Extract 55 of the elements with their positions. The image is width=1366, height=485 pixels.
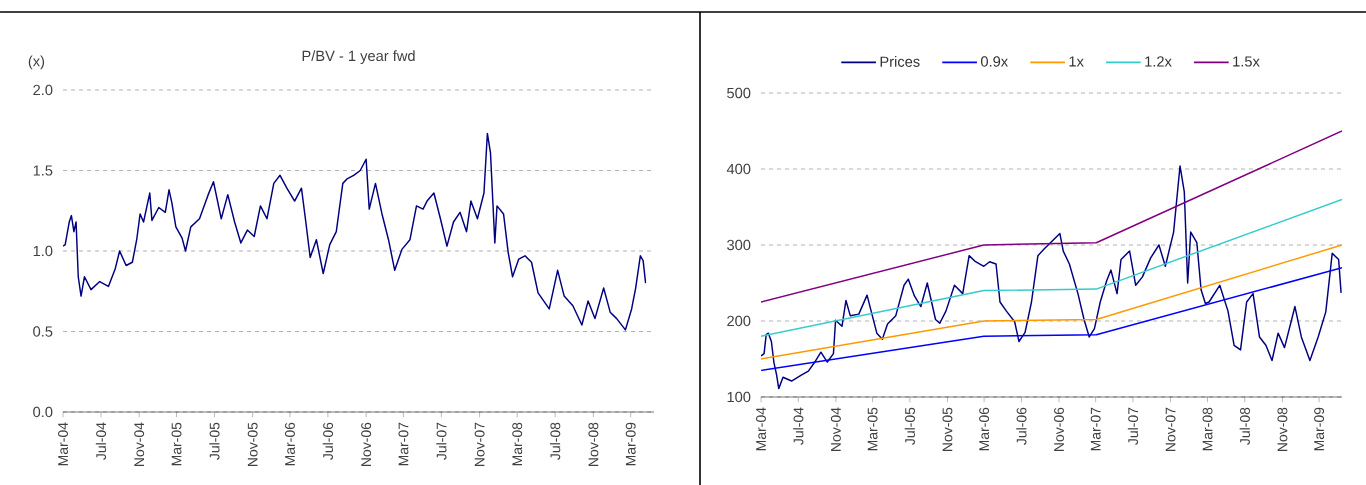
x-tick-label: Jul-07 [1127, 407, 1139, 445]
legend-label: Prices [880, 56, 920, 67]
line-series [761, 130, 1342, 303]
y-tick-label: 400 [726, 163, 751, 175]
x-tick-label: Nov-04 [830, 407, 841, 452]
y-tick-label: 100 [727, 391, 751, 403]
x-tick-label: Mar-07 [398, 422, 409, 466]
x-tick-label: Jul-06 [322, 422, 334, 460]
x-tick-label: Jul-05 [209, 422, 220, 460]
y-tick-label: 1.5 [33, 165, 53, 176]
x-tick-label: Jul-04 [793, 407, 804, 445]
x-tick-label: Jul-08 [1239, 407, 1250, 445]
x-tick-label: Mar-06 [979, 407, 990, 451]
x-tick-label: Mar-04 [756, 407, 766, 451]
y-tick-label: 1.0 [33, 245, 53, 257]
x-tick-label: Nov-07 [1165, 407, 1176, 452]
x-tick-label: Mar-09 [1314, 407, 1325, 451]
line-series [761, 267, 1342, 372]
y-tick-label: 300 [727, 239, 751, 251]
x-tick-label: Mar-06 [285, 422, 295, 466]
chart-title: P/BV - 1 year fwd [302, 50, 415, 64]
x-tick-label: Mar-05 [867, 407, 878, 451]
x-tick-label: Jul-05 [904, 407, 915, 445]
line-series [761, 198, 1342, 337]
x-tick-label: Mar-04 [58, 422, 68, 466]
legend-label: 1x [1069, 56, 1084, 67]
y-tick-label: 200 [727, 315, 751, 327]
y-tick-label: 500 [727, 87, 751, 99]
x-tick-label: Nov-06 [361, 422, 372, 467]
y-tick-label: 2.0 [33, 84, 53, 96]
legend-label: 0.9x [980, 56, 1008, 67]
x-tick-label: Jul-08 [550, 422, 561, 460]
y-axis-title: (x) [28, 55, 45, 70]
x-tick-label: Mar-08 [512, 422, 523, 466]
line-series [761, 165, 1342, 390]
x-tick-label: Mar-09 [625, 422, 636, 466]
x-tick-label: Jul-07 [436, 422, 447, 460]
y-tick-label: 0.5 [33, 326, 53, 337]
line-series [63, 132, 647, 331]
x-tick-label: Mar-05 [171, 422, 182, 466]
y-tick-label: 0.0 [33, 406, 53, 418]
x-tick-label: Nov-04 [134, 422, 145, 467]
x-tick-label: Mar-08 [1202, 407, 1213, 451]
x-tick-label: Nov-07 [474, 422, 485, 467]
legend-label: 1.2x [1145, 56, 1172, 67]
x-tick-label: Nov-08 [588, 422, 599, 467]
x-tick-label: Nov-06 [1054, 407, 1064, 452]
line-series [761, 244, 1342, 360]
x-tick-label: Nov-05 [247, 422, 258, 467]
x-tick-label: Jul-06 [1016, 407, 1027, 445]
x-tick-label: Nov-08 [1277, 407, 1288, 452]
x-tick-label: Nov-05 [942, 407, 953, 452]
x-tick-label: Jul-04 [95, 422, 107, 460]
legend-label: 1.5x [1233, 56, 1260, 67]
x-tick-label: Mar-07 [1090, 407, 1101, 451]
